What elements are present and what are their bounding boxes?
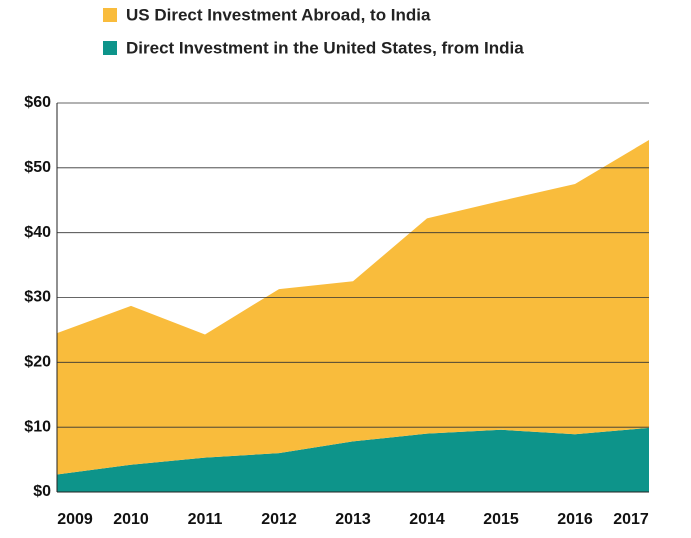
x-tick-label: 2014 xyxy=(409,511,445,528)
y-tick-label: $30 xyxy=(24,289,51,306)
x-tick-label: 2012 xyxy=(261,511,297,528)
legend-label: US Direct Investment Abroad, to India xyxy=(126,5,431,24)
legend-label: Direct Investment in the United States, … xyxy=(126,38,524,57)
y-tick-label: $10 xyxy=(24,418,51,435)
y-tick-label: $20 xyxy=(24,354,51,371)
y-tick-label: $40 xyxy=(24,224,51,241)
area xyxy=(57,139,649,475)
x-tick-label: 2010 xyxy=(113,511,149,528)
x-tick-label: 2017 xyxy=(613,511,649,528)
x-tick-label: 2013 xyxy=(335,511,371,528)
y-tick-label: $50 xyxy=(24,159,51,176)
x-tick-label: 2009 xyxy=(57,511,93,528)
y-tick-label: $0 xyxy=(33,483,51,500)
area xyxy=(57,427,649,492)
x-tick-label: 2016 xyxy=(557,511,593,528)
x-tick-label: 2015 xyxy=(483,511,519,528)
x-tick-label: 2011 xyxy=(188,511,223,528)
y-tick-label: $60 xyxy=(24,94,51,111)
legend-swatch xyxy=(103,41,117,55)
legend-swatch xyxy=(103,8,117,22)
